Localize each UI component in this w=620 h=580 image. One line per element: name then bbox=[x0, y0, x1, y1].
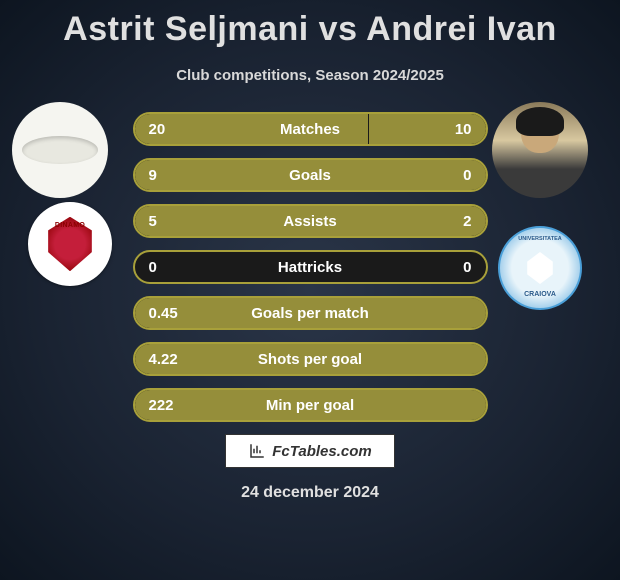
stat-row: 4.22Shots per goal bbox=[133, 342, 488, 376]
stat-row: 222Min per goal bbox=[133, 388, 488, 422]
stat-label: Assists bbox=[135, 213, 486, 230]
stat-value-right: 10 bbox=[455, 121, 472, 138]
stat-label: Min per goal bbox=[135, 397, 486, 414]
stat-row: 9Goals0 bbox=[133, 158, 488, 192]
stat-row: 0.45Goals per match bbox=[133, 296, 488, 330]
stat-value-right: 0 bbox=[463, 167, 471, 184]
chart-icon bbox=[248, 442, 266, 460]
stat-row: 20Matches10 bbox=[133, 112, 488, 146]
player-right-club-logo bbox=[498, 226, 582, 310]
stat-label: Goals per match bbox=[135, 305, 486, 322]
stat-value-right: 2 bbox=[463, 213, 471, 230]
date-text: 24 december 2024 bbox=[0, 484, 620, 502]
stat-label: Hattricks bbox=[135, 259, 486, 276]
footer: FcTables.com bbox=[0, 434, 620, 468]
watermark-text: FcTables.com bbox=[272, 443, 371, 460]
stat-label: Shots per goal bbox=[135, 351, 486, 368]
page-title: Astrit Seljmani vs Andrei Ivan bbox=[0, 0, 620, 49]
player-left-avatar bbox=[12, 102, 108, 198]
subtitle: Club competitions, Season 2024/2025 bbox=[0, 67, 620, 84]
stat-row: 0Hattricks0 bbox=[133, 250, 488, 284]
comparison-area: 20Matches109Goals05Assists20Hattricks00.… bbox=[0, 112, 620, 422]
player-right-avatar bbox=[492, 102, 588, 198]
stat-label: Matches bbox=[135, 121, 486, 138]
watermark-badge: FcTables.com bbox=[225, 434, 394, 468]
stat-value-right: 0 bbox=[463, 259, 471, 276]
stats-list: 20Matches109Goals05Assists20Hattricks00.… bbox=[133, 112, 488, 422]
player-left-club-logo bbox=[28, 202, 112, 286]
stat-label: Goals bbox=[135, 167, 486, 184]
stat-row: 5Assists2 bbox=[133, 204, 488, 238]
